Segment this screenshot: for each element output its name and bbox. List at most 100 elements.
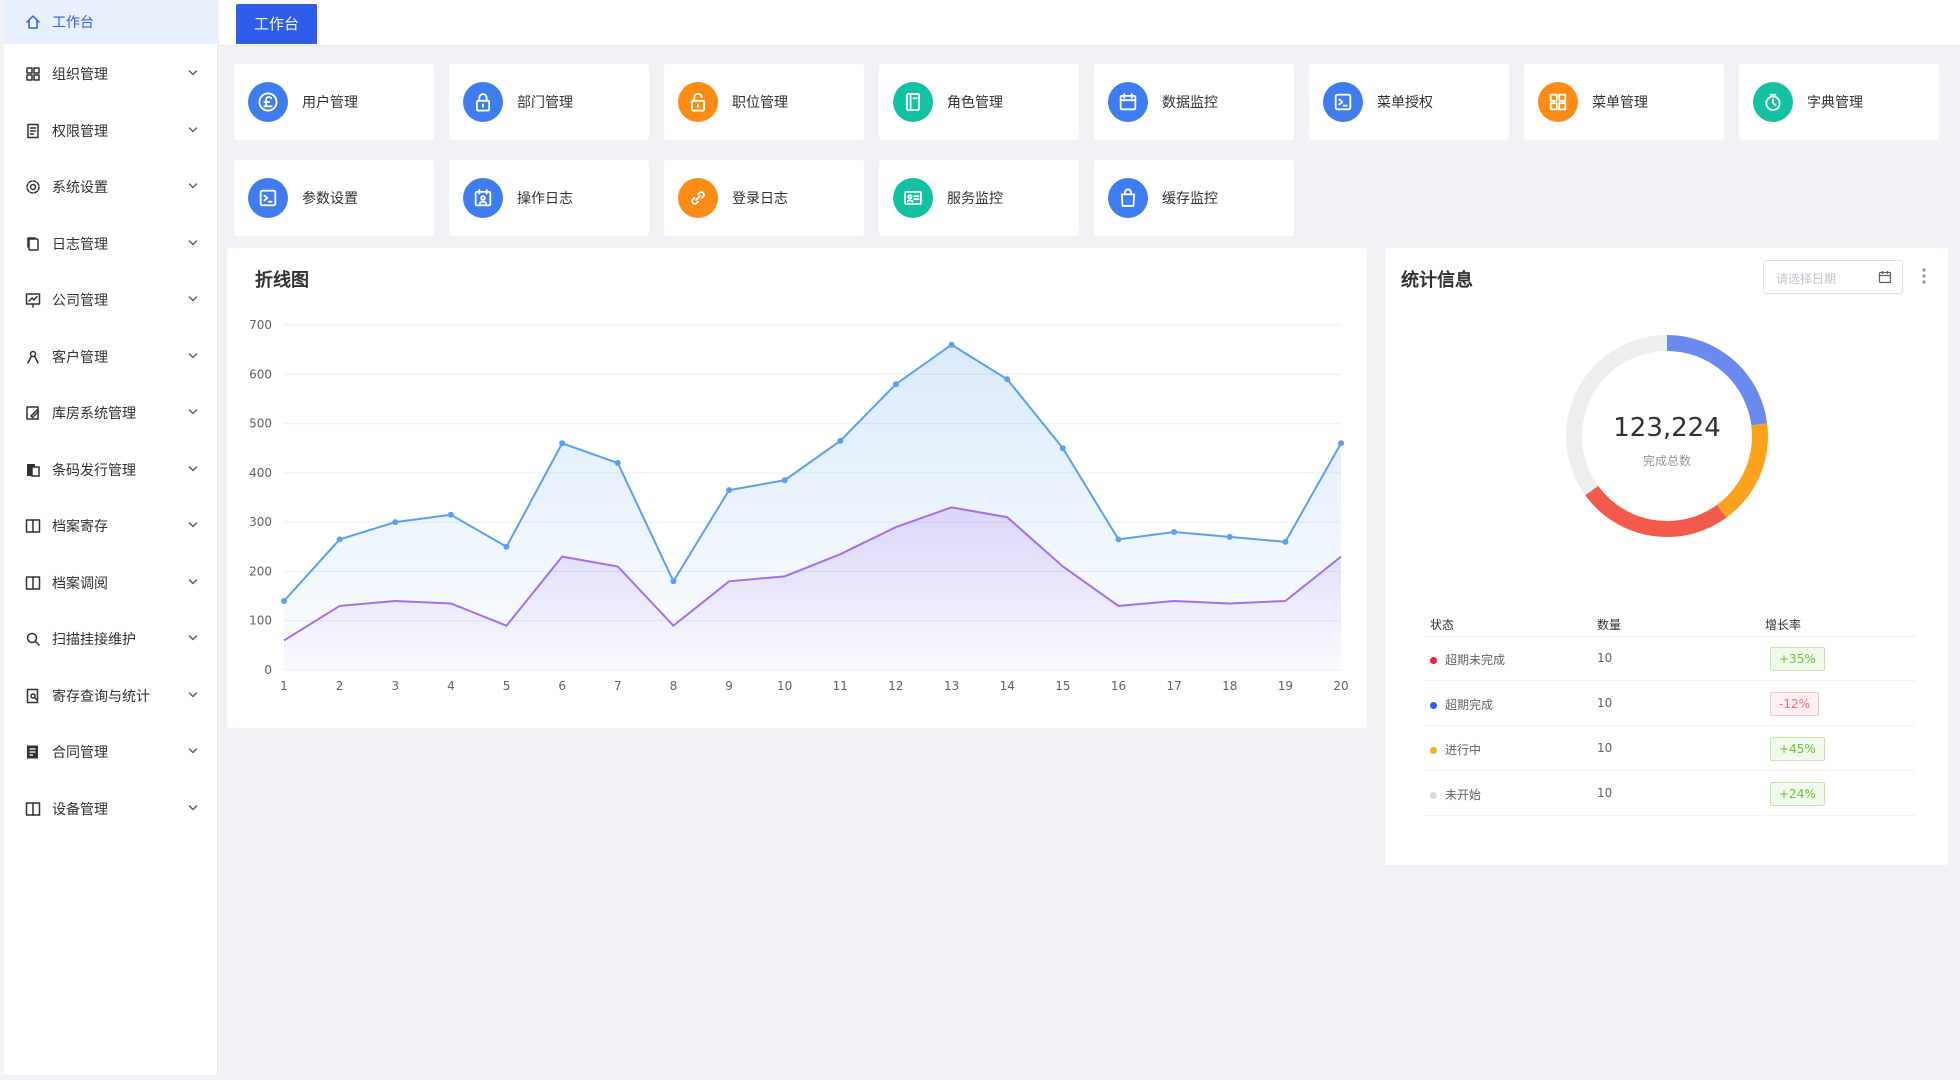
chevron-down-icon: [186, 236, 200, 250]
quick-link-card[interactable]: 职位管理: [664, 64, 864, 140]
x-tick-label: 3: [391, 679, 399, 693]
sidebar-item-9[interactable]: 档案寄存: [4, 500, 218, 552]
quick-link-label: 用户管理: [302, 95, 358, 111]
quick-link-card[interactable]: 字典管理: [1739, 64, 1939, 140]
data-point[interactable]: [614, 460, 621, 466]
x-tick-label: 8: [670, 679, 678, 693]
quick-link-card[interactable]: 角色管理: [879, 64, 1079, 140]
quick-link-card[interactable]: 服务监控: [879, 160, 1079, 236]
data-point[interactable]: [447, 511, 454, 518]
sidebar-item-1[interactable]: 组织管理: [4, 48, 218, 100]
data-point[interactable]: [336, 536, 343, 543]
line-chart-title: 折线图: [255, 270, 309, 291]
donut-segment: [1566, 335, 1768, 537]
chevron-down-icon: [186, 405, 200, 419]
status-cell: 超期完成: [1430, 696, 1493, 713]
document-icon: [24, 122, 42, 140]
data-point[interactable]: [281, 598, 287, 604]
quick-link-card[interactable]: 参数设置: [234, 160, 434, 236]
x-tick-label: 2: [336, 679, 344, 693]
sidebar-item-label: 条码发行管理: [52, 462, 136, 479]
status-cell: 未开始: [1430, 786, 1481, 803]
terminal-icon: [248, 178, 288, 218]
sidebar-item-7[interactable]: 库房系统管理: [4, 387, 218, 439]
total-value: 123,224: [1613, 413, 1721, 443]
quick-link-card[interactable]: 缓存监控: [1094, 160, 1294, 236]
sidebar-item-13[interactable]: 合同管理: [4, 726, 218, 778]
data-point[interactable]: [392, 519, 399, 526]
quick-link-card[interactable]: 数据监控: [1094, 64, 1294, 140]
sidebar-item-4[interactable]: 日志管理: [4, 218, 218, 270]
sidebar-item-5[interactable]: 公司管理: [4, 274, 218, 326]
y-tick-label: 300: [249, 515, 272, 529]
quick-link-label: 操作日志: [517, 191, 573, 207]
count-cell: 10: [1597, 651, 1613, 665]
status-dot: [1430, 747, 1437, 754]
sidebar-item-8[interactable]: 条码发行管理: [4, 444, 218, 496]
quick-link-label: 参数设置: [302, 191, 358, 207]
status-cell: 进行中: [1430, 741, 1481, 758]
chevron-down-icon: [186, 462, 200, 476]
data-point[interactable]: [726, 487, 733, 494]
x-tick-label: 18: [1222, 679, 1237, 693]
status-dot: [1430, 657, 1437, 664]
quick-link-label: 服务监控: [947, 191, 1003, 207]
data-point[interactable]: [1338, 440, 1344, 447]
sidebar-item-label: 档案寄存: [52, 519, 108, 535]
chevron-down-icon: [186, 744, 200, 758]
x-tick-label: 7: [614, 679, 622, 693]
quick-link-card[interactable]: 操作日志: [449, 160, 649, 236]
sidebar-item-11[interactable]: 扫描挂接维护: [4, 613, 218, 665]
x-tick-label: 14: [1000, 679, 1015, 693]
x-tick-label: 15: [1055, 679, 1070, 693]
data-point[interactable]: [503, 543, 510, 550]
data-point[interactable]: [670, 578, 677, 585]
sidebar-item-2[interactable]: 权限管理: [4, 105, 218, 157]
quick-link-label: 字典管理: [1807, 95, 1863, 111]
more-icon[interactable]: [1919, 266, 1929, 286]
sidebar-item-14[interactable]: 设备管理: [4, 783, 218, 835]
y-tick-label: 100: [249, 614, 272, 628]
table-row: 未开始 10 +24%: [1425, 772, 1915, 816]
chevron-down-icon: [186, 66, 200, 80]
sidebar-item-3[interactable]: 系统设置: [4, 161, 218, 213]
count-cell: 10: [1597, 786, 1613, 800]
terminal-icon: [1323, 82, 1363, 122]
sidebar-item-label: 寄存查询与统计: [52, 688, 150, 705]
y-tick-label: 700: [249, 318, 272, 332]
data-point[interactable]: [781, 477, 788, 484]
donut-segment: [1566, 335, 1768, 537]
chevron-down-icon: [186, 575, 200, 589]
sidebar-item-0[interactable]: 工作台: [4, 0, 218, 44]
data-point[interactable]: [948, 341, 955, 348]
data-point[interactable]: [892, 381, 899, 388]
tab-workbench[interactable]: 工作台: [236, 4, 318, 44]
sidebar-item-10[interactable]: 档案调阅: [4, 557, 218, 609]
data-point[interactable]: [1171, 529, 1178, 535]
data-point[interactable]: [837, 437, 844, 444]
data-point[interactable]: [559, 440, 566, 447]
data-point[interactable]: [1059, 445, 1066, 452]
data-point[interactable]: [1226, 533, 1233, 540]
sidebar-item-12[interactable]: 寄存查询与统计: [4, 670, 218, 722]
data-point[interactable]: [1115, 536, 1122, 543]
x-tick-label: 1: [280, 679, 288, 693]
quick-link-card[interactable]: 用户管理: [234, 64, 434, 140]
sidebar-item-label: 组织管理: [52, 67, 108, 83]
rate-badge: -12%: [1770, 692, 1820, 716]
date-picker-input[interactable]: 请选择日期: [1763, 260, 1903, 294]
data-point[interactable]: [1004, 376, 1011, 383]
notebook-icon: [893, 82, 933, 122]
sidebar-item-label: 系统设置: [52, 180, 108, 196]
quick-link-card[interactable]: 部门管理: [449, 64, 649, 140]
data-point[interactable]: [1282, 538, 1289, 545]
sidebar-item-6[interactable]: 客户管理: [4, 331, 218, 383]
x-tick-label: 19: [1278, 679, 1293, 693]
quick-link-label: 菜单管理: [1592, 95, 1648, 111]
quick-link-card[interactable]: 登录日志: [664, 160, 864, 236]
chevron-down-icon: [186, 631, 200, 645]
quick-link-card[interactable]: 菜单授权: [1309, 64, 1509, 140]
home-icon: [24, 13, 42, 31]
quick-link-card[interactable]: 菜单管理: [1524, 64, 1724, 140]
sidebar-item-label: 日志管理: [52, 236, 108, 253]
